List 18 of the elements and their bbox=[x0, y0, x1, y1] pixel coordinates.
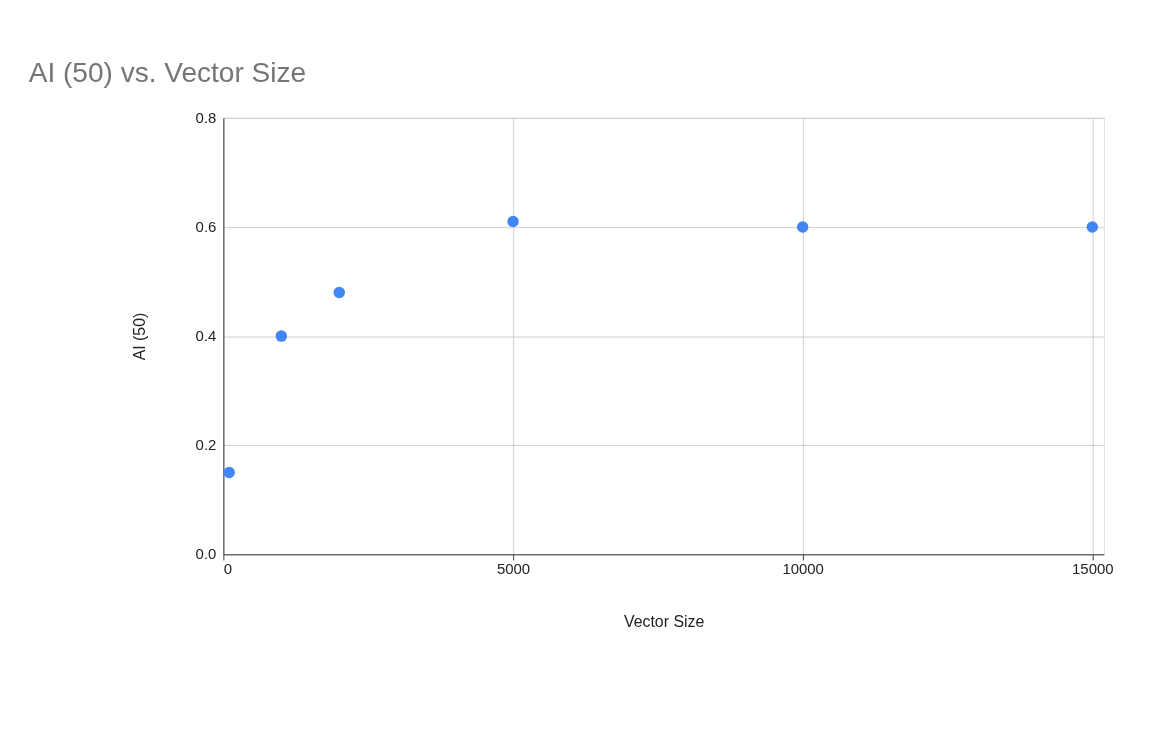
y-tick-label: 0.8 bbox=[195, 108, 217, 126]
point bbox=[223, 466, 235, 479]
point bbox=[275, 330, 288, 342]
x-axis-title: Vector Size bbox=[623, 612, 705, 630]
y-axis-title: AI (50) bbox=[131, 312, 149, 361]
point bbox=[1086, 221, 1099, 233]
x-tick-label: 0 bbox=[223, 560, 233, 578]
x-tick-label: 10000 bbox=[782, 560, 824, 578]
point bbox=[507, 215, 519, 228]
x-tick-label: 5000 bbox=[496, 560, 531, 578]
y-tick-label: 0.2 bbox=[195, 436, 217, 454]
point bbox=[796, 221, 809, 233]
x-tick-label: 15000 bbox=[1072, 560, 1114, 578]
chart-title: AI (50) vs. Vector Size bbox=[28, 57, 307, 89]
y-tick-label: 0.4 bbox=[195, 327, 217, 345]
y-tick-label: 0.6 bbox=[195, 218, 217, 236]
point bbox=[333, 286, 345, 299]
y-tick-label: 0.0 bbox=[195, 545, 217, 563]
